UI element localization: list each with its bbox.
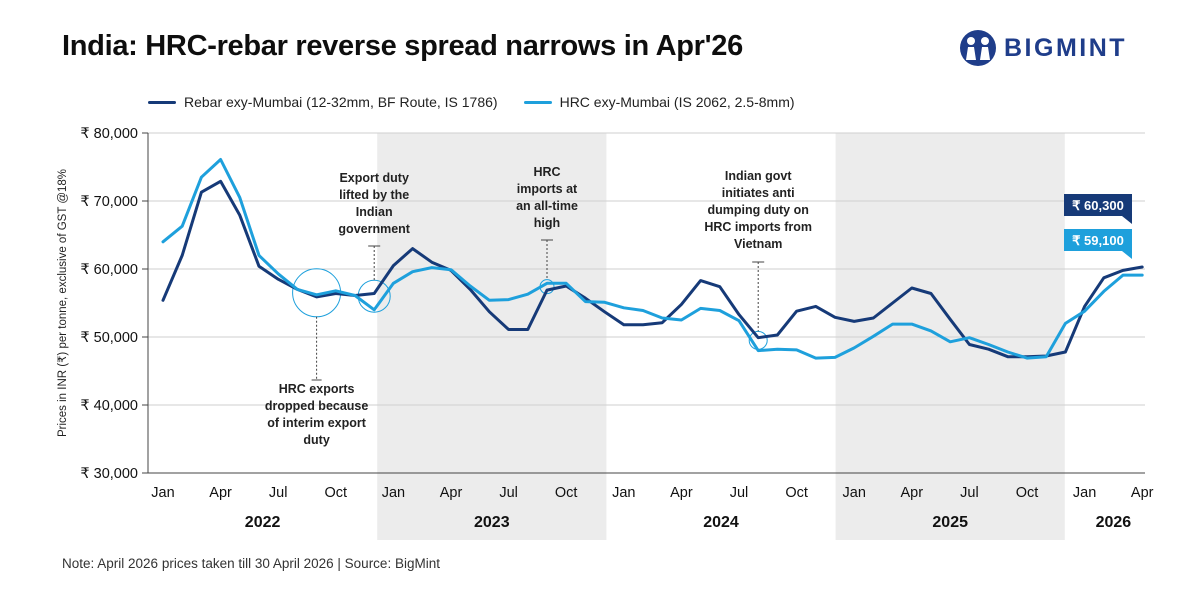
value-callout-label: ₹ 60,300 bbox=[1072, 198, 1124, 213]
year-label-2025: 2025 bbox=[932, 514, 968, 531]
y-tick-label: ₹ 40,000 bbox=[80, 398, 138, 414]
annotation-line: Indian bbox=[356, 205, 393, 219]
annotation-text-4: Indian govt initiates anti dumping duty on… bbox=[704, 169, 812, 251]
x-tick-label: Oct bbox=[1016, 485, 1039, 501]
x-tick-label: Jul bbox=[499, 485, 518, 501]
annotation-line: dropped because bbox=[265, 399, 369, 413]
value-callout-pointer bbox=[1122, 216, 1132, 224]
x-tick-label: Apr bbox=[440, 485, 463, 501]
y-axis-label: Prices in INR (₹) per tonne, exclusive o… bbox=[57, 169, 69, 437]
annotation-line: an all-time bbox=[516, 199, 578, 213]
x-tick-label: Oct bbox=[555, 485, 578, 501]
annotation-line: Vietnam bbox=[734, 237, 782, 251]
annotation-line: government bbox=[338, 222, 410, 236]
annotation-line: high bbox=[534, 216, 560, 230]
x-tick-label: Oct bbox=[325, 485, 348, 501]
annotation-text-1: HRC exports dropped because of interim exp… bbox=[265, 382, 369, 447]
x-tick-label: Jan bbox=[843, 485, 866, 501]
year-label-2024: 2024 bbox=[703, 514, 739, 531]
x-tick-label: Apr bbox=[209, 485, 232, 501]
annotation-line: imports at bbox=[517, 182, 578, 196]
year-label-2023: 2023 bbox=[474, 514, 510, 531]
legend-swatch-rebar bbox=[148, 100, 176, 104]
brand-logo: BIGMINT bbox=[958, 28, 1158, 68]
value-callout-box bbox=[1064, 194, 1132, 216]
annotation-line: of interim export bbox=[267, 416, 366, 430]
rebar-series-line bbox=[161, 179, 1144, 359]
hrc-series-line bbox=[161, 158, 1144, 360]
brand-name: BIGMINT bbox=[1004, 34, 1128, 62]
year-label-2026: 2026 bbox=[1096, 514, 1132, 531]
annotation-line: dumping duty on bbox=[708, 203, 809, 217]
chart-title: India: HRC-rebar reverse spread narrows … bbox=[62, 30, 743, 62]
annotation-line: Indian govt bbox=[725, 169, 793, 183]
x-tick-label: Oct bbox=[785, 485, 808, 501]
annotation-text-3: HRC imports at an all-time high bbox=[516, 165, 578, 230]
legend-swatch-hrc bbox=[523, 100, 552, 104]
value-callout-label: ₹ 59,100 bbox=[1072, 233, 1124, 248]
value-callout-box bbox=[1064, 229, 1132, 251]
x-tick-label: Jan bbox=[151, 485, 174, 501]
annotation-line: lifted by the bbox=[339, 188, 409, 202]
x-tick-label: Jul bbox=[730, 485, 749, 501]
y-tick-label: ₹ 80,000 bbox=[80, 126, 138, 142]
y-tick-label: ₹ 30,000 bbox=[80, 466, 138, 482]
legend-item-hrc: HRC exy-Mumbai (IS 2062, 2.5-8mm) bbox=[523, 94, 795, 110]
x-tick-label: Jul bbox=[960, 485, 979, 501]
x-tick-label: Jul bbox=[269, 485, 288, 501]
y-tick-label: ₹ 60,000 bbox=[80, 262, 138, 278]
y-tick-label: ₹ 50,000 bbox=[80, 330, 138, 346]
bigmint-logo-icon bbox=[960, 30, 996, 66]
x-tick-label: Jan bbox=[612, 485, 635, 501]
legend-item-rebar: Rebar exy-Mumbai (12-32mm, BF Route, IS … bbox=[148, 94, 498, 110]
legend-label-hrc: HRC exy-Mumbai (IS 2062, 2.5-8mm) bbox=[559, 94, 795, 110]
chart-legend: Rebar exy-Mumbai (12-32mm, BF Route, IS … bbox=[148, 94, 795, 110]
year-label-2022: 2022 bbox=[245, 514, 281, 531]
x-tick-label: Apr bbox=[670, 485, 693, 501]
x-tick-label: Apr bbox=[1131, 485, 1154, 501]
x-tick-label: Jan bbox=[382, 485, 405, 501]
x-tick-label: Jan bbox=[1073, 485, 1096, 501]
annotation-line: HRC imports from bbox=[704, 220, 812, 234]
footnote: Note: April 2026 prices taken till 30 Ap… bbox=[62, 556, 440, 571]
annotation-line: initiates anti bbox=[722, 186, 795, 200]
annotation-text-2: Export duty lifted by the Indian government bbox=[338, 171, 410, 236]
annotation-line: HRC bbox=[533, 165, 560, 179]
x-tick-label: Apr bbox=[901, 485, 924, 501]
annotation-line: HRC exports bbox=[279, 382, 355, 396]
y-tick-label: ₹ 70,000 bbox=[80, 194, 138, 210]
value-callout-pointer bbox=[1122, 251, 1132, 259]
annotation-line: duty bbox=[303, 433, 329, 447]
annotation-line: Export duty bbox=[339, 171, 408, 185]
legend-label-rebar: Rebar exy-Mumbai (12-32mm, BF Route, IS … bbox=[184, 94, 498, 110]
